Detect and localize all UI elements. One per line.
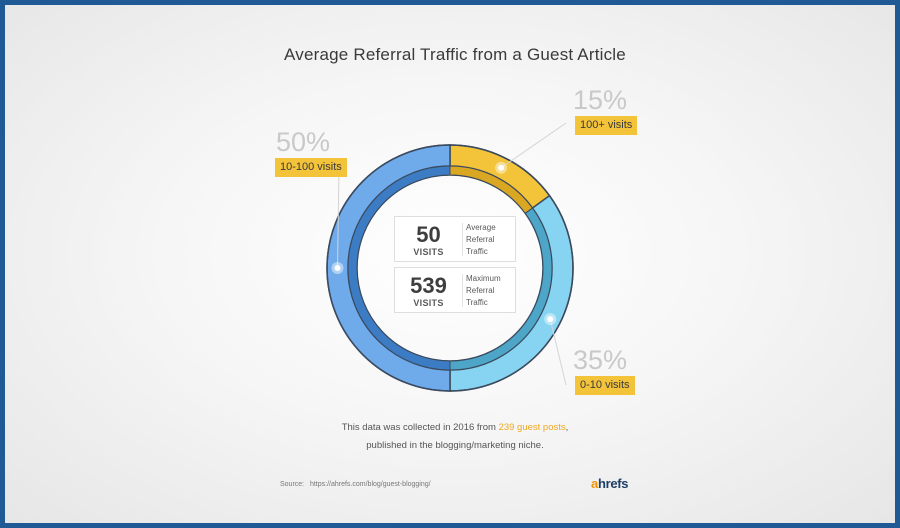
data-note-line2: published in the blogging/marketing nich…: [366, 440, 544, 451]
stat-unit: VISITS: [413, 247, 444, 257]
stat-desc-line: Maximum: [466, 274, 501, 283]
slice-label-10-100: 10-100 visits: [275, 158, 347, 177]
leader-dot-0-10: [547, 316, 554, 323]
logo-letter: a: [591, 476, 598, 491]
stat-divider: [462, 274, 463, 307]
stat-desc-line: Average: [466, 223, 496, 232]
note-highlight: 239 guest posts: [498, 422, 566, 433]
slice-percent-0-10: 35%: [573, 345, 628, 375]
stat-unit: VISITS: [413, 298, 444, 308]
donut-slice-inner-10-100: [347, 165, 451, 371]
leader-dot-10-100: [334, 265, 341, 271]
slice-percent-100plus: 15%: [573, 85, 628, 115]
source-url[interactable]: https://ahrefs.com/blog/guest-blogging/: [309, 481, 431, 488]
note-text: ,: [565, 422, 569, 433]
stat-card-maximum: 539 VISITS Maximum Referral Traffic: [394, 267, 516, 313]
chart-title: Average Referral Traffic from a Guest Ar…: [284, 45, 626, 64]
slice-label-100plus: 100+ visits: [575, 116, 638, 135]
leader-line-10-100: [337, 167, 340, 269]
stat-card-average: 50 VISITS Average Referral Traffic: [394, 216, 516, 262]
leader-dot-100plus: [498, 164, 505, 171]
stat-description: Maximum Referral Traffic: [466, 273, 516, 309]
stat-desc-line: Traffic: [466, 247, 488, 256]
leader-lines: [331, 122, 567, 386]
logo-text: hrefs: [597, 476, 629, 491]
source-label: Source:: [280, 481, 305, 488]
stat-number: 50: [416, 222, 441, 247]
donut-chart: [326, 122, 574, 392]
donut-outline: [326, 144, 574, 392]
source-citation: Source: https://ahrefs.com/blog/guest-bl…: [280, 481, 431, 488]
stat-number: 539: [410, 273, 447, 298]
donut-inner-ring: [347, 165, 553, 371]
slice-label-0-10: 0-10 visits: [575, 376, 635, 395]
stat-desc-line: Referral: [466, 235, 495, 244]
leader-line-0-10: [549, 318, 567, 386]
note-text: This data was collected in 2016 from: [341, 422, 499, 433]
stat-desc-line: Traffic: [466, 298, 488, 307]
stat-desc-line: Referral: [466, 286, 495, 295]
data-note-line1: This data was collected in 2016 from 239…: [5, 422, 900, 433]
slice-percent-10-100: 50%: [276, 127, 331, 157]
stat-divider: [462, 223, 463, 256]
ahrefs-logo: ahrefs: [591, 476, 629, 491]
leader-line-100plus: [500, 122, 567, 169]
stat-description: Average Referral Traffic: [466, 222, 516, 258]
